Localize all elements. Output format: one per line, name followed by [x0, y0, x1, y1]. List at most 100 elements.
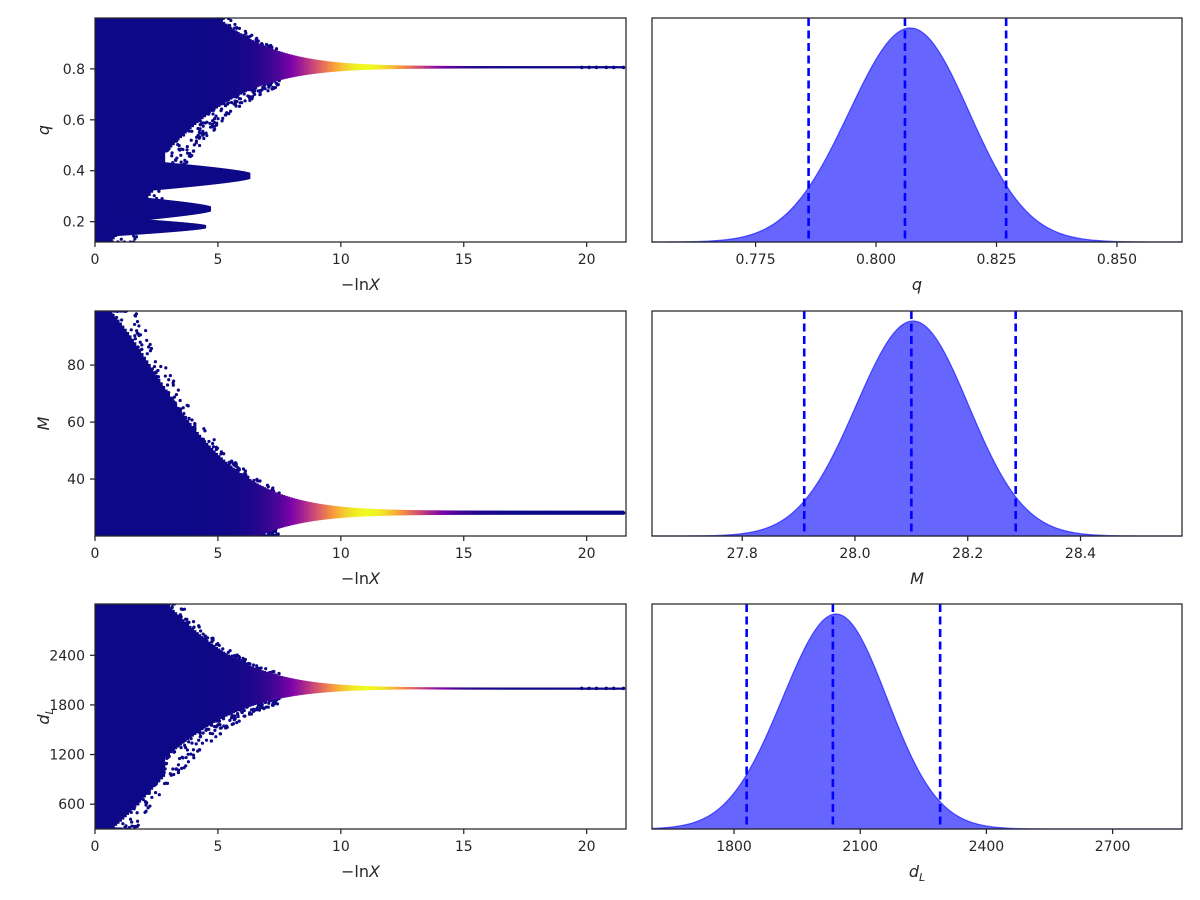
- sample-lobe: [138, 197, 141, 221]
- sample-lobe: [113, 157, 117, 194]
- sample-band: [155, 375, 158, 536]
- sample-lobe: [110, 157, 113, 195]
- sample-lobe: [99, 216, 102, 238]
- sample-lobe: [179, 201, 182, 217]
- sample-point: [611, 65, 616, 70]
- sample-band: [609, 510, 613, 515]
- sample-band: [111, 18, 115, 240]
- sample-band: [299, 56, 303, 76]
- sample-lobe: [97, 216, 100, 238]
- trace-plot-2-xtick-label: 5: [213, 546, 222, 562]
- sample-band: [448, 65, 452, 69]
- sample-lobe: [117, 158, 120, 194]
- posterior-plot-3-xtick-label: 28.0: [839, 546, 870, 562]
- sample-point: [202, 427, 206, 431]
- sample-point: [604, 65, 609, 70]
- sample-lobe: [103, 193, 106, 225]
- sample-point: [172, 395, 177, 399]
- sample-point: [176, 388, 180, 392]
- sample-lobe: [110, 194, 113, 224]
- sample-lobe: [144, 219, 146, 235]
- sample-point: [276, 82, 280, 87]
- sample-band: [361, 64, 365, 71]
- sample-lobe: [136, 218, 139, 235]
- sample-band: [549, 66, 552, 69]
- sample-point: [255, 36, 259, 40]
- sample-band: [212, 450, 216, 536]
- sample-band: [577, 510, 581, 515]
- sample-lobe: [134, 196, 137, 222]
- sample-lobe: [159, 199, 161, 219]
- sample-band: [236, 471, 240, 536]
- sample-band: [260, 486, 264, 535]
- sample-band: [301, 57, 305, 76]
- sample-band: [251, 40, 255, 90]
- sample-band: [573, 66, 576, 69]
- sample-band: [618, 66, 622, 69]
- trace-plot-2-xtick-label: 20: [578, 546, 596, 562]
- sample-band: [198, 18, 202, 122]
- posterior-plot-1-xtick-label: 0.800: [856, 252, 896, 268]
- sample-lobe: [215, 167, 218, 185]
- sample-band: [491, 510, 495, 515]
- sample-band: [532, 510, 536, 515]
- sample-band: [481, 510, 485, 515]
- sample-band: [558, 66, 562, 69]
- sample-band: [157, 18, 161, 184]
- sample-band: [404, 509, 408, 516]
- sample-point: [219, 109, 223, 113]
- sample-lobe: [171, 221, 173, 233]
- sample-lobe: [142, 197, 145, 221]
- sample-lobe: [147, 197, 150, 220]
- sample-lobe: [152, 198, 155, 220]
- sample-lobe: [186, 164, 189, 188]
- sample-lobe: [158, 220, 161, 234]
- sample-lobe: [184, 222, 187, 231]
- sample-band: [585, 510, 589, 515]
- sample-band: [152, 371, 156, 536]
- sample-lobe: [199, 165, 203, 186]
- sample-band: [138, 18, 142, 209]
- sample-lobe: [162, 162, 165, 190]
- sample-band: [109, 18, 113, 242]
- sample-band: [99, 311, 103, 536]
- sample-lobe: [175, 200, 178, 217]
- sample-band: [145, 360, 149, 536]
- sample-band: [171, 400, 175, 536]
- sample-band: [239, 33, 243, 95]
- sample-band: [267, 489, 271, 532]
- sample-lobe: [168, 221, 171, 233]
- sample-band: [359, 63, 363, 71]
- sample-point: [144, 328, 148, 333]
- sample-lobe: [198, 165, 201, 187]
- sample-point: [119, 237, 123, 241]
- sample-band: [397, 65, 401, 70]
- sample-point: [234, 461, 238, 465]
- sample-band: [592, 510, 596, 515]
- sample-band: [443, 510, 447, 515]
- sample-lobe: [246, 172, 249, 180]
- sample-band: [277, 493, 281, 529]
- posterior-plot-1-xtick-label: 0.825: [976, 252, 1016, 268]
- sample-lobe: [229, 169, 232, 183]
- trace-plot-0-xtick-label: 10: [332, 252, 350, 268]
- sample-band: [111, 314, 115, 536]
- sample-lobe: [97, 193, 100, 225]
- sample-band: [352, 507, 355, 518]
- sample-band: [164, 389, 168, 536]
- sample-band: [469, 66, 473, 69]
- sample-band: [97, 18, 101, 242]
- sample-lobe: [150, 160, 153, 191]
- sample-band: [215, 452, 219, 536]
- sample-band: [481, 66, 485, 69]
- sample-band: [287, 496, 291, 526]
- sample-lobe: [131, 218, 134, 235]
- sample-band: [193, 428, 197, 536]
- sample-band: [183, 18, 187, 134]
- sample-band: [356, 63, 360, 71]
- sample-band: [431, 65, 435, 69]
- sample-band: [368, 508, 372, 517]
- sample-lobe: [193, 165, 196, 187]
- sample-point: [237, 96, 242, 101]
